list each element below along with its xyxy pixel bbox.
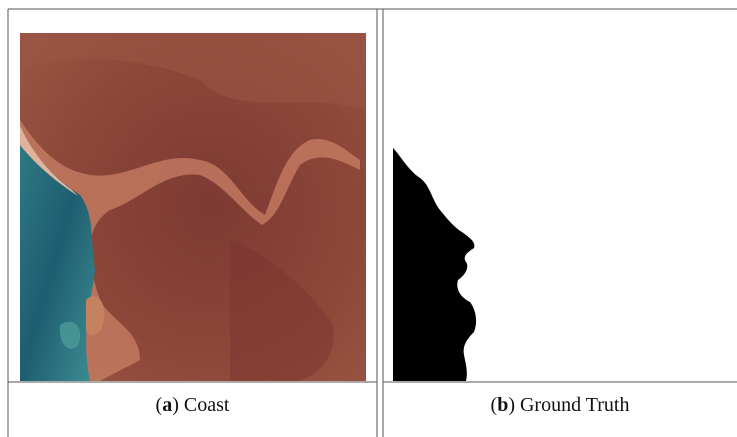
label-letter: a [162, 394, 172, 416]
ground-truth-mask [393, 33, 735, 381]
label-close: ) [172, 394, 179, 416]
caption-text: Coast [184, 394, 230, 416]
satellite-image [20, 33, 366, 381]
figure [0, 0, 737, 437]
label-close: ) [508, 394, 515, 416]
label-letter: b [497, 394, 508, 416]
caption-b: (b) Ground Truth [383, 394, 737, 417]
caption-text: Ground Truth [520, 394, 629, 416]
page: (a) Coast (b) Ground Truth (() => { cons… [0, 0, 737, 437]
caption-a: (a) Coast [8, 394, 377, 417]
